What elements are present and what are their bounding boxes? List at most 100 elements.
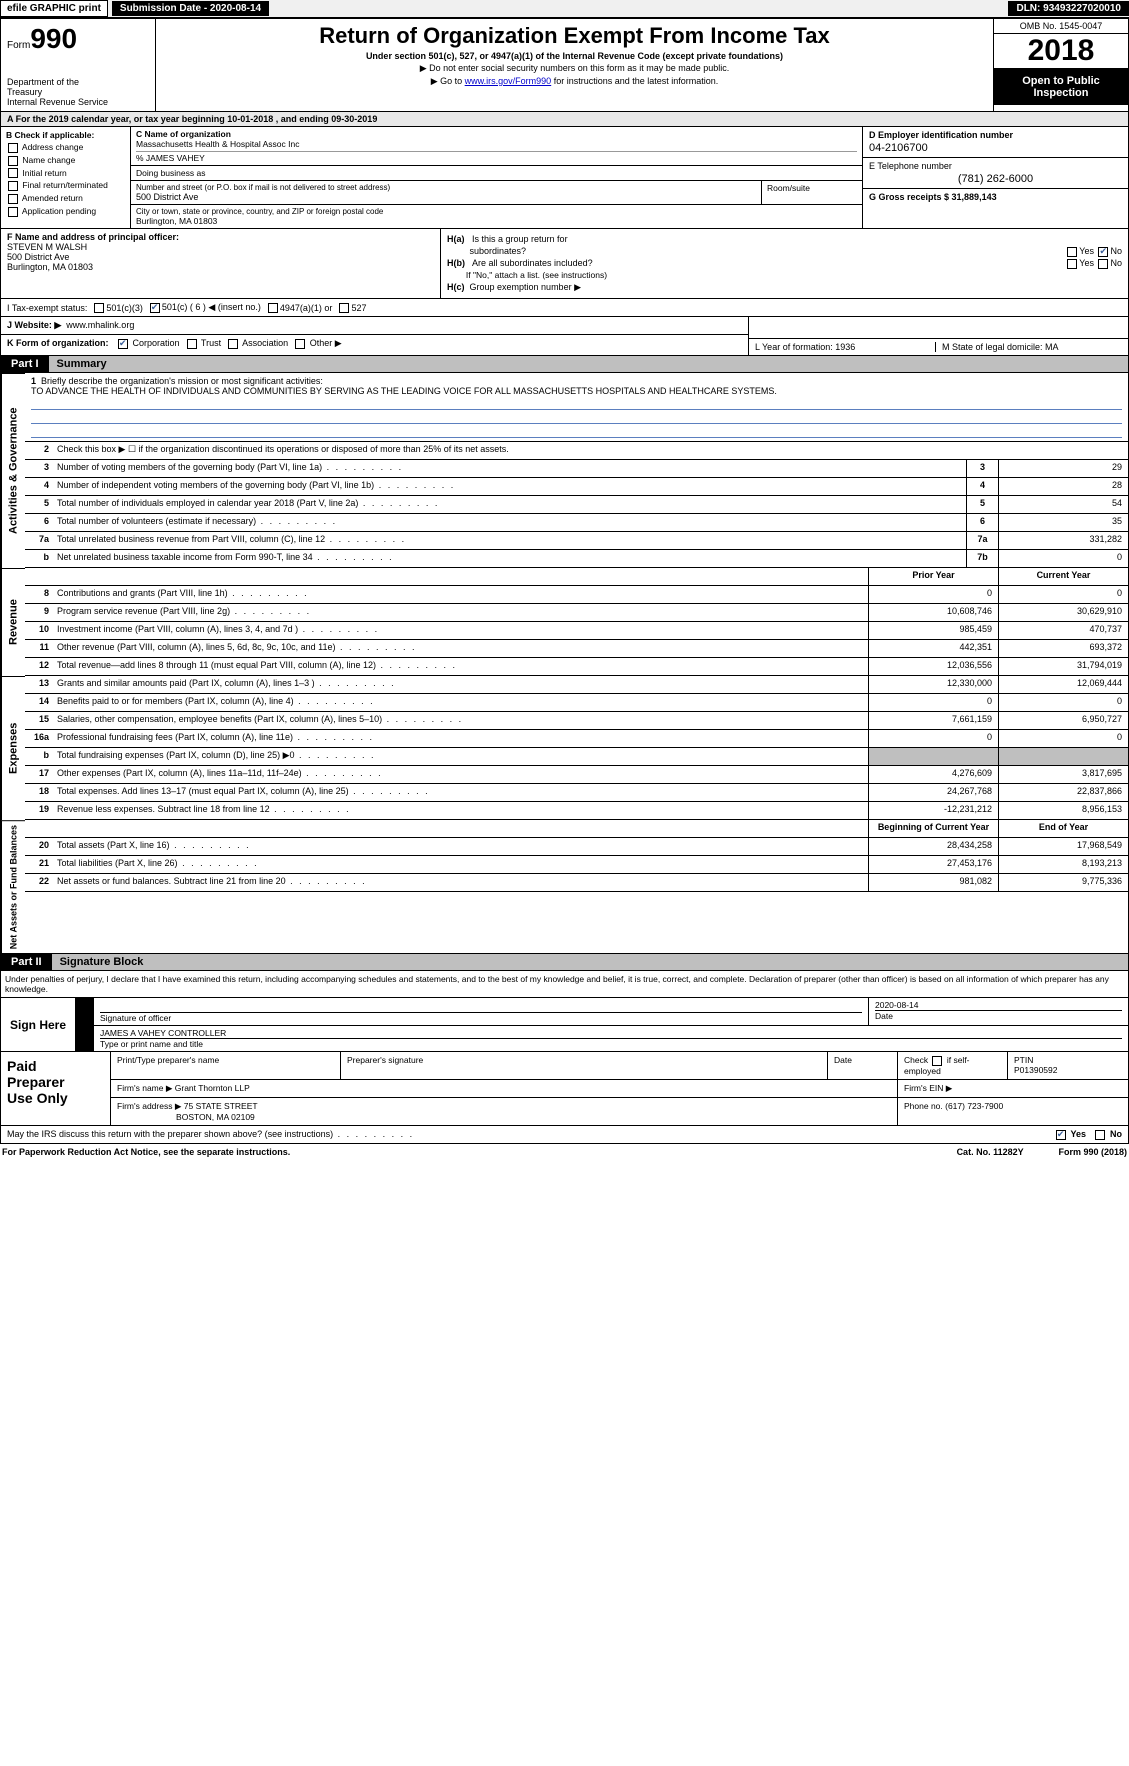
chk-trust[interactable] <box>187 339 197 349</box>
sign-arrow-icon-2 <box>76 1026 94 1051</box>
part-1-title: Summary <box>49 356 1128 372</box>
chk-final-return[interactable]: Final return/terminated <box>6 180 125 191</box>
box-c-name-label: C Name of organization <box>136 129 857 139</box>
hb-yes-checkbox[interactable] <box>1067 259 1077 269</box>
line-l: L Year of formation: 1936 <box>755 342 936 352</box>
ha-yes-checkbox[interactable] <box>1067 247 1077 257</box>
dln-label: DLN: 93493227020010 <box>1008 1 1129 16</box>
dept-line-1: Department of the <box>7 77 149 87</box>
sign-here-block: Sign Here Signature of officer 2020-08-1… <box>0 998 1129 1052</box>
paperwork-notice: For Paperwork Reduction Act Notice, see … <box>2 1147 290 1157</box>
chk-name-change[interactable]: Name change <box>6 155 125 166</box>
prep-ptin: PTIN P01390592 <box>1008 1052 1128 1079</box>
discuss-no-checkbox[interactable] <box>1095 1130 1105 1140</box>
col-current-year: Current Year <box>998 568 1128 585</box>
vtab-revenue: Revenue <box>1 568 25 676</box>
irs-link[interactable]: www.irs.gov/Form990 <box>465 76 552 86</box>
officer-addr: 500 District Ave <box>7 252 434 262</box>
prep-selfemployed: Check if self-employed <box>898 1052 1008 1079</box>
part-1-label: Part I <box>1 356 49 372</box>
city-label: City or town, state or province, country… <box>136 207 857 216</box>
discuss-yes-checkbox[interactable] <box>1056 1130 1066 1140</box>
box-b: B Check if applicable: Address change Na… <box>1 127 131 228</box>
sign-here-label: Sign Here <box>1 998 76 1051</box>
box-d-label: D Employer identification number <box>869 130 1122 140</box>
gov-line-4: 4Number of independent voting members of… <box>25 478 1128 496</box>
chk-4947[interactable] <box>268 303 278 313</box>
col-end-year: End of Year <box>998 820 1128 837</box>
officer-typed-name: JAMES A VAHEY CONTROLLER <box>100 1028 1122 1038</box>
ha-no-checkbox[interactable] <box>1098 247 1108 257</box>
part-1-header: Part I Summary <box>0 356 1129 373</box>
addr-label: Number and street (or P.O. box if mail i… <box>136 183 756 192</box>
gov-line-6: 6Total number of volunteers (estimate if… <box>25 514 1128 532</box>
type-name-label: Type or print name and title <box>100 1038 1122 1049</box>
form-header: Form990 Department of the Treasury Inter… <box>0 18 1129 112</box>
chk-association[interactable] <box>228 339 238 349</box>
col-beginning-year: Beginning of Current Year <box>868 820 998 837</box>
box-de: D Employer identification number 04-2106… <box>863 127 1128 228</box>
gov-line-5: 5Total number of individuals employed in… <box>25 496 1128 514</box>
part-2-title: Signature Block <box>52 954 1128 970</box>
dept-line-2: Treasury <box>7 87 149 97</box>
line-i: I Tax-exempt status: 501(c)(3) 501(c) ( … <box>0 299 1129 317</box>
line-18: 18Total expenses. Add lines 13–17 (must … <box>25 784 1128 802</box>
header-right: OMB No. 1545-0047 2018 Open to Public In… <box>993 19 1128 111</box>
chk-initial-return[interactable]: Initial return <box>6 168 125 179</box>
org-name: Massachusetts Health & Hospital Assoc In… <box>136 139 857 149</box>
page-footer: For Paperwork Reduction Act Notice, see … <box>0 1144 1129 1160</box>
firm-address-cell: Firm's address ▶ 75 STATE STREET BOSTON,… <box>111 1098 898 1125</box>
hb-no-checkbox[interactable] <box>1098 259 1108 269</box>
line-22: 22Net assets or fund balances. Subtract … <box>25 874 1128 892</box>
chk-application-pending[interactable]: Application pending <box>6 206 125 217</box>
box-f: F Name and address of principal officer:… <box>1 229 441 298</box>
chk-address-change[interactable]: Address change <box>6 142 125 153</box>
chk-other[interactable] <box>295 339 305 349</box>
box-h: H(a) Is this a group return for subordin… <box>441 229 1128 298</box>
paid-preparer-label: Paid Preparer Use Only <box>1 1052 111 1125</box>
box-g-gross-receipts: G Gross receipts $ 31,889,143 <box>869 192 1122 202</box>
dba-label: Doing business as <box>136 168 857 178</box>
line-k: K Form of organization: Corporation Trus… <box>1 335 748 352</box>
box-f-label: F Name and address of principal officer: <box>7 232 434 242</box>
care-of: % JAMES VAHEY <box>136 151 857 163</box>
block-fh: F Name and address of principal officer:… <box>0 229 1129 299</box>
line-20: 20Total assets (Part X, line 16)28,434,2… <box>25 838 1128 856</box>
form-number: 990 <box>30 23 77 54</box>
revenue-header-row: Prior Year Current Year <box>25 568 1128 586</box>
line-m: M State of legal domicile: MA <box>936 342 1122 352</box>
gov-line-7a: 7aTotal unrelated business revenue from … <box>25 532 1128 550</box>
firm-ein-label: Firm's EIN ▶ <box>898 1080 1128 1097</box>
line-12: 12Total revenue—add lines 8 through 11 (… <box>25 658 1128 676</box>
sign-date-value: 2020-08-14 <box>875 1000 1122 1010</box>
net-header-row: Beginning of Current Year End of Year <box>25 820 1128 838</box>
header-left: Form990 Department of the Treasury Inter… <box>1 19 156 111</box>
chk-501c[interactable] <box>150 303 160 313</box>
part-2-label: Part II <box>1 954 52 970</box>
firm-name-cell: Firm's name ▶ Grant Thornton LLP <box>111 1080 898 1097</box>
form-prefix: Form <box>7 40 30 51</box>
firm-name: Grant Thornton LLP <box>175 1083 250 1093</box>
line-11: 11Other revenue (Part VIII, column (A), … <box>25 640 1128 658</box>
prep-date-label: Date <box>828 1052 898 1079</box>
top-bar: efile GRAPHIC print Submission Date - 20… <box>0 0 1129 18</box>
cat-no: Cat. No. 11282Y <box>957 1147 1024 1157</box>
chk-corporation[interactable] <box>118 339 128 349</box>
section-revenue: Revenue Prior Year Current Year 8Contrib… <box>0 568 1129 676</box>
chk-501c3[interactable] <box>94 303 104 313</box>
line-14: 14Benefits paid to or for members (Part … <box>25 694 1128 712</box>
chk-amended-return[interactable]: Amended return <box>6 193 125 204</box>
omb-number: OMB No. 1545-0047 <box>994 19 1128 34</box>
line-15: 15Salaries, other compensation, employee… <box>25 712 1128 730</box>
section-governance: Activities & Governance 1 Briefly descri… <box>0 373 1129 568</box>
city-state-zip: Burlington, MA 01803 <box>136 216 857 226</box>
chk-self-employed[interactable] <box>932 1056 942 1066</box>
lines-jklm: J Website: ▶ www.mhalink.org K Form of o… <box>0 317 1129 356</box>
form-note-2: ▶ Go to www.irs.gov/Form990 for instruct… <box>162 76 987 87</box>
box-c: C Name of organization Massachusetts Hea… <box>131 127 863 228</box>
discuss-question: May the IRS discuss this return with the… <box>7 1129 414 1139</box>
chk-527[interactable] <box>339 303 349 313</box>
line-17: 17Other expenses (Part IX, column (A), l… <box>25 766 1128 784</box>
line-13: 13Grants and similar amounts paid (Part … <box>25 676 1128 694</box>
form-title: Return of Organization Exempt From Incom… <box>162 23 987 49</box>
